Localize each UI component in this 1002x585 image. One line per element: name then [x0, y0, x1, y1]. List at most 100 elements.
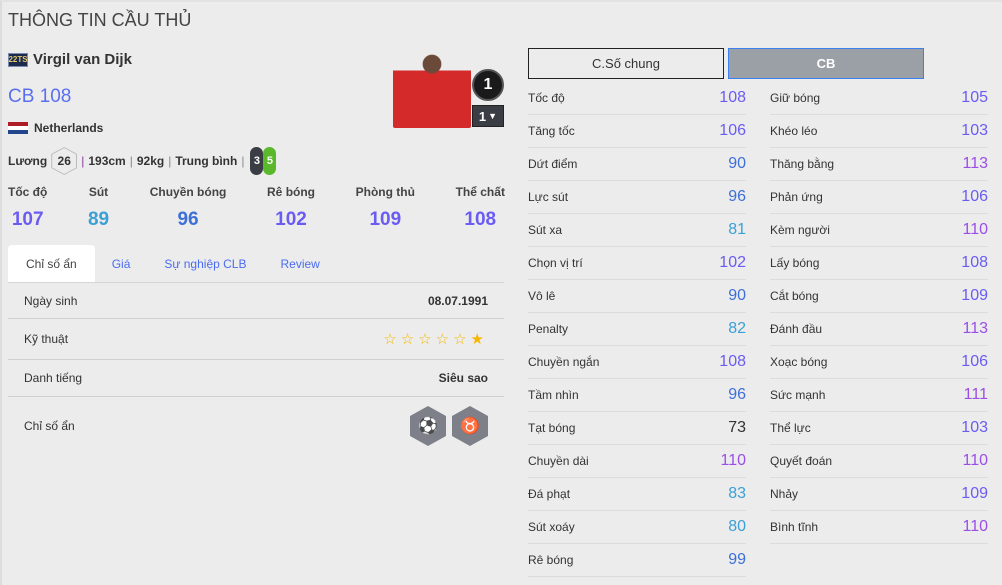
foot-icon: 3 5	[250, 147, 277, 175]
weak-foot: 3	[250, 147, 264, 175]
summary-value: 107	[11, 209, 44, 230]
stat-value: 113	[962, 155, 988, 172]
tab-hidden-stats[interactable]: Chỉ số ẩn	[8, 245, 95, 282]
stat-label: Kèm người	[770, 223, 830, 237]
stat-row: Chuyền dài 110	[528, 445, 746, 478]
stat-value: 96	[728, 386, 746, 403]
stat-label: Dứt điểm	[528, 157, 578, 171]
stat-label: Vô lê	[528, 289, 556, 303]
stat-label: Sức mạnh	[770, 388, 826, 402]
stat-row: Tăng tốc 106	[528, 115, 746, 148]
page-title: THÔNG TIN CẦU THỦ	[8, 10, 192, 30]
stat-value: 80	[728, 518, 746, 535]
tabs: Chỉ số ẩn Giá Sự nghiệp CLB Review	[8, 245, 504, 283]
height: 193cm	[88, 154, 126, 168]
label: Chỉ số ẩn	[24, 419, 75, 433]
player-name: Virgil van Dijk	[33, 51, 132, 68]
stat-row: Rê bóng 99	[528, 544, 746, 577]
stat-value: 90	[728, 155, 746, 172]
stat-label: Đá phạt	[528, 487, 571, 501]
summary-stat: Rê bóng 102	[267, 185, 315, 231]
stat-value: 110	[962, 518, 988, 535]
summary-stat: Thể chất 108	[456, 185, 505, 231]
salary-label: Lương	[8, 154, 48, 168]
stat-row: Lực sút 96	[528, 181, 746, 214]
nation: Netherlands	[8, 121, 103, 135]
general-stats-button[interactable]: C.Số chung	[528, 48, 724, 79]
stat-label: Rê bóng	[528, 553, 574, 567]
stat-value: 82	[728, 320, 746, 337]
summary-value: 108	[464, 209, 497, 230]
stat-label: Bình tĩnh	[770, 520, 819, 534]
nation-name: Netherlands	[34, 121, 104, 135]
stat-row: Tạt bóng 73	[528, 412, 746, 445]
tab-club-career[interactable]: Sự nghiệp CLB	[164, 257, 247, 271]
stat-value: 105	[961, 89, 988, 106]
stat-row: Sút xa 81	[528, 214, 746, 247]
stat-label: Chuyền dài	[528, 454, 589, 468]
player-photo	[393, 46, 471, 128]
stat-row: Vô lê 90	[528, 280, 746, 313]
buffalo-icon[interactable]: ♉	[452, 406, 488, 446]
level-value: 1	[478, 108, 487, 124]
level-dropdown[interactable]: 1 ▼	[472, 105, 504, 127]
stat-row: Chuyền ngắn 108	[528, 346, 746, 379]
row-skill: Kỹ thuật ☆☆☆☆☆★	[8, 319, 504, 360]
summary-value: 102	[275, 209, 307, 230]
stat-label: Thể lực	[770, 421, 811, 435]
stat-row: Cắt bóng 109	[770, 280, 988, 313]
star-icon: ☆	[453, 331, 471, 348]
skill-stars: ☆☆☆☆☆★	[383, 330, 488, 348]
player-name-line: 22TS Virgil van Dijk	[8, 51, 132, 68]
summary-label: Chuyền bóng	[149, 185, 227, 199]
summary-value: 96	[177, 209, 199, 230]
stat-label: Cắt bóng	[770, 289, 819, 303]
position-stats-button[interactable]: CB	[728, 48, 924, 79]
stat-value: 108	[719, 353, 746, 370]
star-icon: ☆	[400, 331, 419, 348]
star-icon: ☆	[435, 331, 454, 348]
strong-foot: 5	[263, 147, 277, 175]
stat-label: Tạt bóng	[528, 421, 576, 435]
label: Kỹ thuật	[24, 332, 69, 346]
stat-value: 109	[961, 287, 988, 304]
stat-row: Sút xoáy 80	[528, 511, 746, 544]
stat-row: Nhảy 109	[770, 478, 988, 511]
stat-label: Lấy bóng	[770, 256, 820, 270]
star-icon: ☆	[418, 331, 436, 348]
summary-stat: Chuyền bóng 96	[150, 185, 227, 231]
tab-price[interactable]: Giá	[111, 257, 131, 271]
stat-label: Tăng tốc	[528, 124, 575, 138]
stat-row: Penalty 82	[528, 313, 746, 346]
value: 08.07.1991	[427, 293, 488, 308]
stat-row: Giữ bóng 105	[770, 82, 988, 115]
position-ovr: CB 108	[8, 86, 72, 107]
stat-row: Kèm người 110	[770, 214, 988, 247]
weight: 92kg	[136, 154, 165, 168]
summary-value: 89	[87, 209, 110, 230]
summary-label: Thể chất	[455, 185, 505, 199]
stat-label: Thăng bằng	[770, 157, 835, 171]
stat-value: 109	[961, 485, 988, 502]
stat-value: 81	[728, 221, 746, 238]
stat-value: 108	[719, 89, 746, 106]
tab-review[interactable]: Review	[280, 257, 320, 271]
row-hidden-traits: Chỉ số ẩn ⚽ ♉	[8, 397, 504, 455]
summary-label: Tốc độ	[8, 185, 48, 199]
stat-row: Phản ứng 106	[770, 181, 988, 214]
stat-label: Sút xa	[528, 223, 563, 237]
caret-down-icon: ▼	[488, 111, 498, 121]
stat-row: Tầm nhìn 96	[528, 379, 746, 412]
netherlands-flag-icon	[8, 122, 28, 134]
summary-stat: Tốc độ 107	[8, 185, 47, 231]
stat-label: Chuyền ngắn	[528, 355, 600, 369]
stat-label: Nhảy	[770, 487, 799, 501]
stat-row: Bình tĩnh 110	[770, 511, 988, 544]
salary-hex-icon: 26	[51, 147, 78, 175]
stat-value: 110	[962, 452, 988, 469]
long-throw-icon[interactable]: ⚽	[410, 406, 446, 446]
stat-value: 73	[728, 419, 746, 436]
stat-value: 96	[728, 188, 746, 205]
stat-value: 110	[962, 221, 988, 238]
